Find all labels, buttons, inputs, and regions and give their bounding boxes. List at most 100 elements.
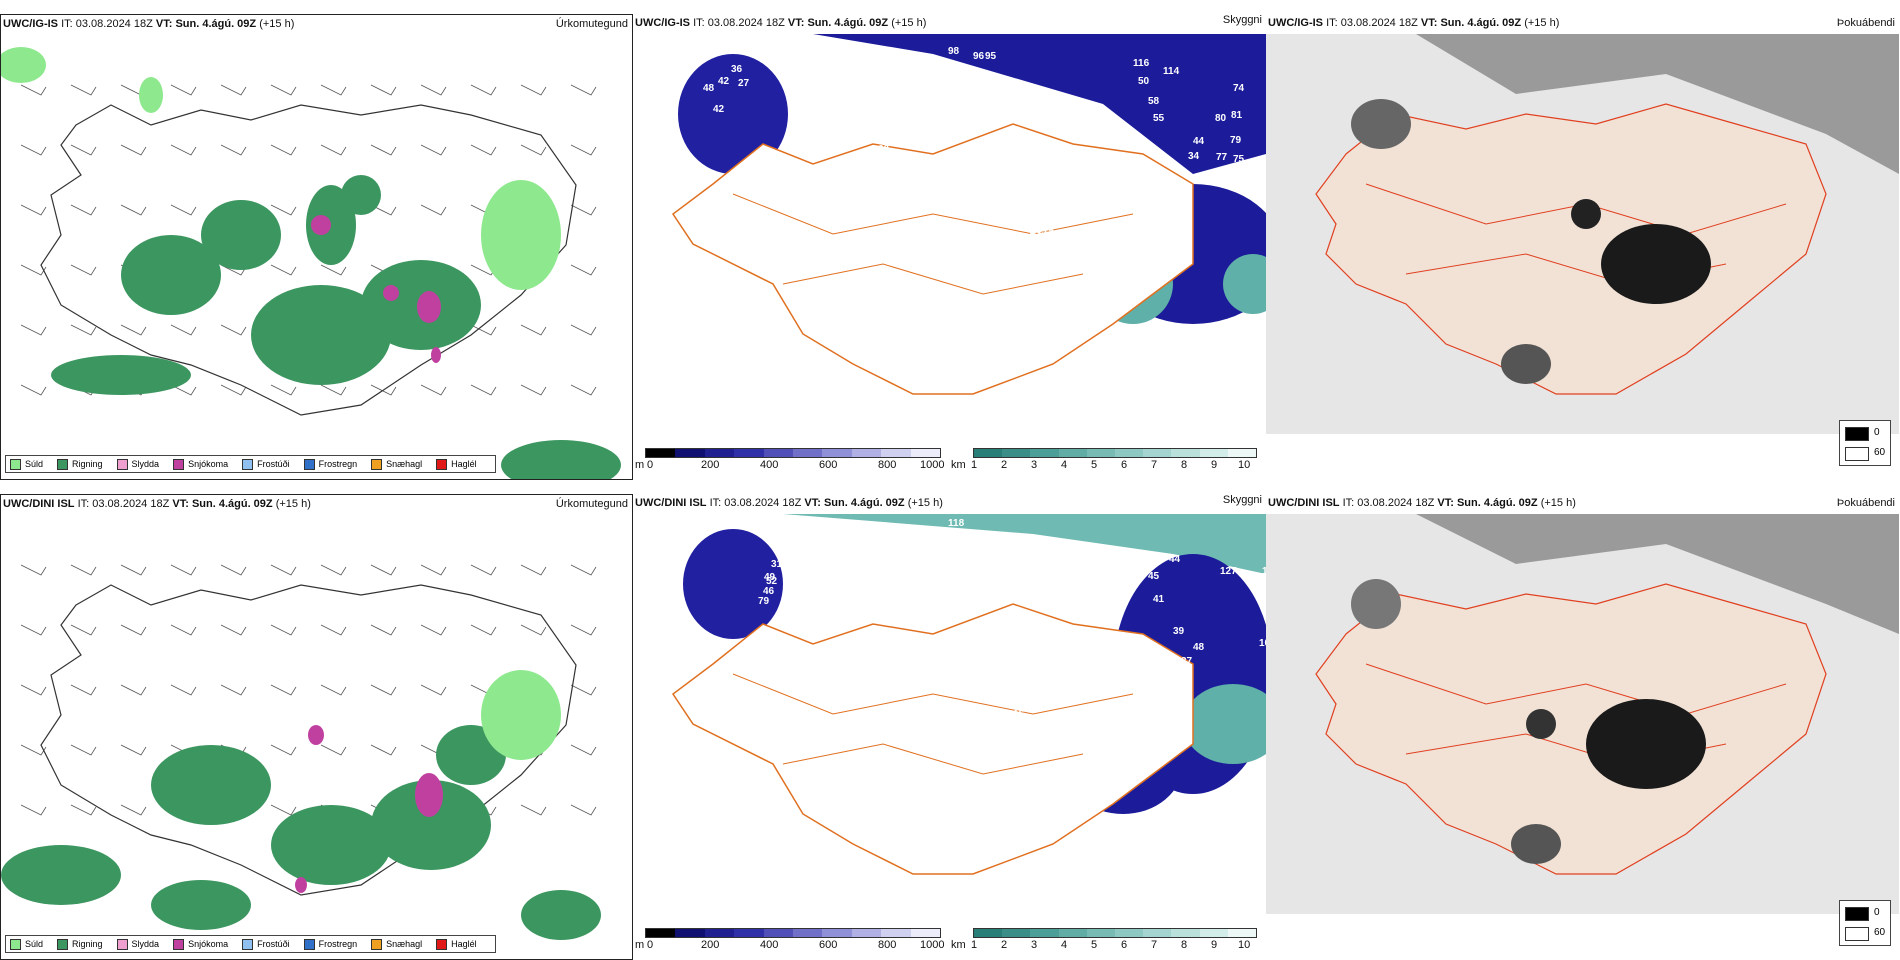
cloud-base-label: 31 xyxy=(1181,686,1193,697)
cloud-base-label: 79 xyxy=(758,596,770,607)
cloud-vis-panel-top: UWC/IG-IS IT: 03.08.2024 18Z VT: Sun. 4.… xyxy=(633,14,1266,480)
cloud-base-label: 42 xyxy=(718,76,730,87)
ceiling-bar-fill xyxy=(645,928,941,938)
cloud-base-label: 77 xyxy=(1216,152,1228,163)
ceiling-tick: 600 xyxy=(819,459,838,471)
precip-type-panel-bottom: UWC/DINI ISL IT: 03.08.2024 18Z VT: Sun.… xyxy=(0,494,633,960)
cloud-base-label: 59 xyxy=(923,301,935,312)
legend-swatch xyxy=(173,938,185,950)
cloud-base-label: 98 xyxy=(948,46,960,57)
cloud-base-label: 12 xyxy=(1035,688,1047,699)
fog-map xyxy=(1266,34,1899,434)
legend-item-snow: Snjókoma xyxy=(173,458,228,470)
cloud-base-label: 74 xyxy=(1233,83,1245,94)
precip-type-panel-top: UWC/IG-IS IT: 03.08.2024 18Z VT: Sun. 4.… xyxy=(0,14,633,480)
panel-title: Skyggni xyxy=(1222,494,1262,506)
cloud-base-label: 75 xyxy=(1043,226,1055,237)
cloud-base-label: 114 xyxy=(1163,66,1180,77)
cloud-base-label: 65 xyxy=(951,774,963,785)
iceland-outline xyxy=(40,104,577,416)
ceiling-bar-fill xyxy=(645,448,941,458)
cloud-base-label: 44 xyxy=(1169,554,1181,565)
ceiling-colorbar: m 0 200 400 600 800 1000 xyxy=(635,448,945,474)
cloud-base-label: 182 xyxy=(853,68,870,79)
legend-item-hail: Haglél xyxy=(436,458,477,470)
rain-areas xyxy=(1,725,601,940)
legend-swatch xyxy=(10,938,21,950)
fog-legend: 0 60 xyxy=(1839,420,1891,466)
cloud-base-label: 167 xyxy=(828,96,845,107)
cloud-base-label: 27 xyxy=(998,276,1010,287)
cloud-base-label: 26 xyxy=(1098,256,1110,267)
vis-tick: 9 xyxy=(1211,459,1218,471)
vis-tick: 10 xyxy=(1238,939,1251,951)
cloud-base-label: 33 xyxy=(1121,236,1133,247)
cloud-base-label: 34 xyxy=(1188,151,1200,162)
ceiling-tick: 200 xyxy=(701,939,720,951)
cloud-base-label: 38 xyxy=(1133,213,1145,224)
legend-swatch xyxy=(116,938,128,950)
precip-map xyxy=(1,47,621,479)
cloud-base-label: 37 xyxy=(1181,656,1193,667)
vis-tick: 1 xyxy=(971,459,978,471)
legend-item-sleet: Slydda xyxy=(116,458,159,470)
fog-legend-label: 60 xyxy=(1874,927,1886,938)
cloud-base-label: 43 xyxy=(1030,228,1042,239)
fog-legend: 0 60 xyxy=(1839,900,1891,946)
legend-swatch xyxy=(10,458,21,470)
ceiling-tick: 800 xyxy=(878,939,897,951)
fog-legend-label: 60 xyxy=(1874,447,1886,458)
cloud-base-label: 25 xyxy=(1127,216,1139,227)
ceiling-tick: 400 xyxy=(760,459,779,471)
cloud-base-label: 28 xyxy=(1091,746,1103,757)
cloud-base-label: 79 xyxy=(1230,135,1242,146)
cloud-base-label: 81 xyxy=(1231,110,1243,121)
vis-tick: 9 xyxy=(1211,939,1218,951)
cloud-base-label: 37 xyxy=(873,227,885,238)
vis-tick: 2 xyxy=(1001,939,1008,951)
vis-unit: km xyxy=(951,459,966,471)
ceiling-tick: 1000 xyxy=(920,459,945,471)
cloud-base-label: 39 xyxy=(1179,702,1191,713)
vis-tick: 8 xyxy=(1181,939,1188,951)
fog-legend-swatch-0 xyxy=(1845,427,1869,441)
cloud-base-labels: 1761183331494679524445127127413910348374… xyxy=(758,518,1266,815)
cloud-base-label: 149 xyxy=(1030,226,1047,237)
panel-title: Úrkomutegund xyxy=(555,498,628,510)
panel-title: Úrkomutegund xyxy=(555,18,628,30)
precip-legend: Súld Rigning Slydda Snjókoma Frostúði Fr… xyxy=(5,935,496,953)
fog-panel-bottom: UWC/DINI ISL IT: 03.08.2024 18Z VT: Sun.… xyxy=(1266,494,1899,960)
vis-unit: km xyxy=(951,939,966,951)
snow-areas xyxy=(295,725,443,893)
vis-tick: 3 xyxy=(1031,459,1038,471)
panel-title: Skyggni xyxy=(1222,14,1262,26)
ceiling-tick: 0 xyxy=(647,459,654,471)
legend-item-freezing-drizzle: Frostúði xyxy=(242,938,290,950)
legend-item-drizzle: Súld xyxy=(10,938,43,950)
cloud-base-label: 65 xyxy=(988,211,1000,222)
legend-swatch xyxy=(242,458,254,470)
legend-item-snow: Snjókoma xyxy=(173,938,228,950)
vis-bar-fill xyxy=(973,928,1257,938)
drizzle-areas xyxy=(1,47,561,290)
panel-title: Þokuábendi xyxy=(1836,497,1895,509)
cloud-base-label: 39 xyxy=(933,331,945,342)
ceiling-unit: m xyxy=(635,939,645,951)
vis-bar-fill xyxy=(973,448,1257,458)
legend-swatch xyxy=(303,938,315,950)
ceiling-tick: 800 xyxy=(878,459,897,471)
fog-legend-swatch-0 xyxy=(1845,907,1869,921)
precip-map xyxy=(1,564,601,940)
vis-tick: 6 xyxy=(1121,459,1128,471)
cloud-base-label: 176 xyxy=(833,526,850,537)
legend-swatch xyxy=(242,938,254,950)
cloud-base-label: 51 xyxy=(833,788,845,799)
ceiling-tick: 200 xyxy=(701,459,720,471)
vis-tick: 10 xyxy=(1238,459,1251,471)
cloud-base-label: 75 xyxy=(1233,154,1245,165)
vis-tick: 5 xyxy=(1091,939,1098,951)
fog-legend-label: 0 xyxy=(1874,907,1880,918)
cloud-base-label: 46 xyxy=(763,586,775,597)
cloud-base-label: 55 xyxy=(1153,113,1165,124)
